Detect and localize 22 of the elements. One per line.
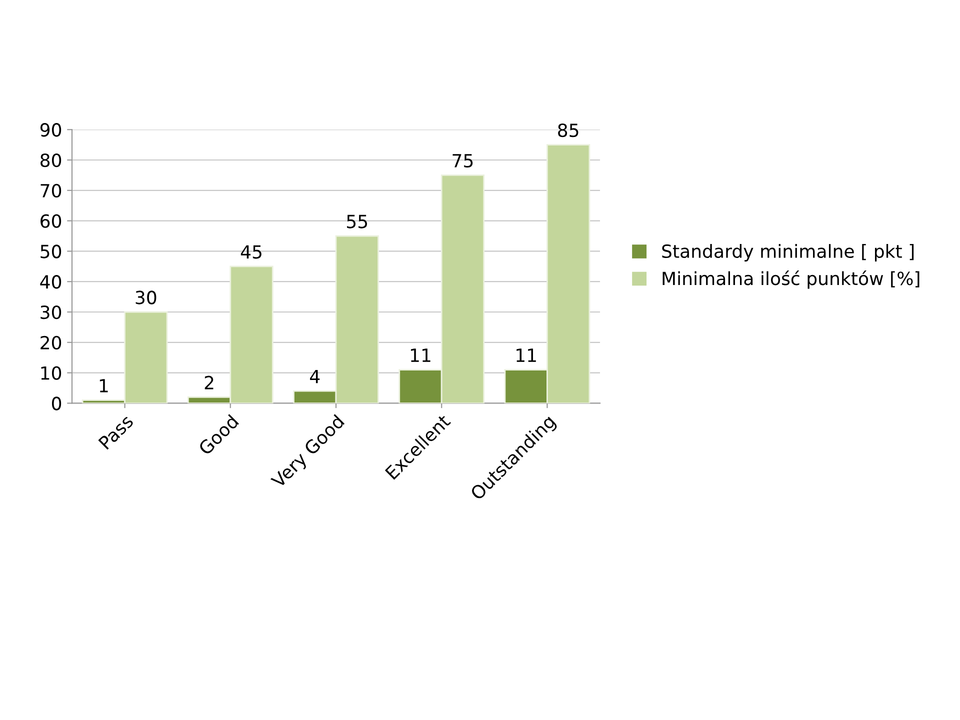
y-tick-label: 80 bbox=[40, 153, 62, 168]
y-tick-label: 40 bbox=[40, 275, 62, 289]
data-label: 75 bbox=[452, 154, 473, 168]
y-tick-label: 70 bbox=[40, 184, 62, 198]
data-label: 85 bbox=[558, 123, 578, 138]
y-tick-label: 10 bbox=[41, 366, 62, 380]
y-tick-label: 90 bbox=[40, 123, 62, 137]
data-label: 11 bbox=[516, 348, 536, 362]
data-label: 45 bbox=[240, 245, 262, 259]
y-tick-label: 50 bbox=[40, 244, 62, 258]
data-label: 2 bbox=[204, 376, 214, 390]
data-label: 55 bbox=[347, 214, 368, 228]
y-tick-label: 30 bbox=[40, 305, 62, 320]
y-tick-label: 20 bbox=[40, 336, 62, 350]
data-label: 30 bbox=[136, 290, 156, 304]
data-label: 11 bbox=[410, 348, 430, 362]
legend-label: Minimalna ilość punktów [%] bbox=[662, 270, 920, 289]
legend-label: Standardy minimalne [ pkt ] bbox=[662, 244, 914, 262]
data-label: 4 bbox=[310, 370, 320, 384]
data-label: 1 bbox=[100, 379, 108, 392]
y-tick-label: 0 bbox=[52, 396, 62, 410]
y-tick-label: 60 bbox=[40, 214, 62, 228]
